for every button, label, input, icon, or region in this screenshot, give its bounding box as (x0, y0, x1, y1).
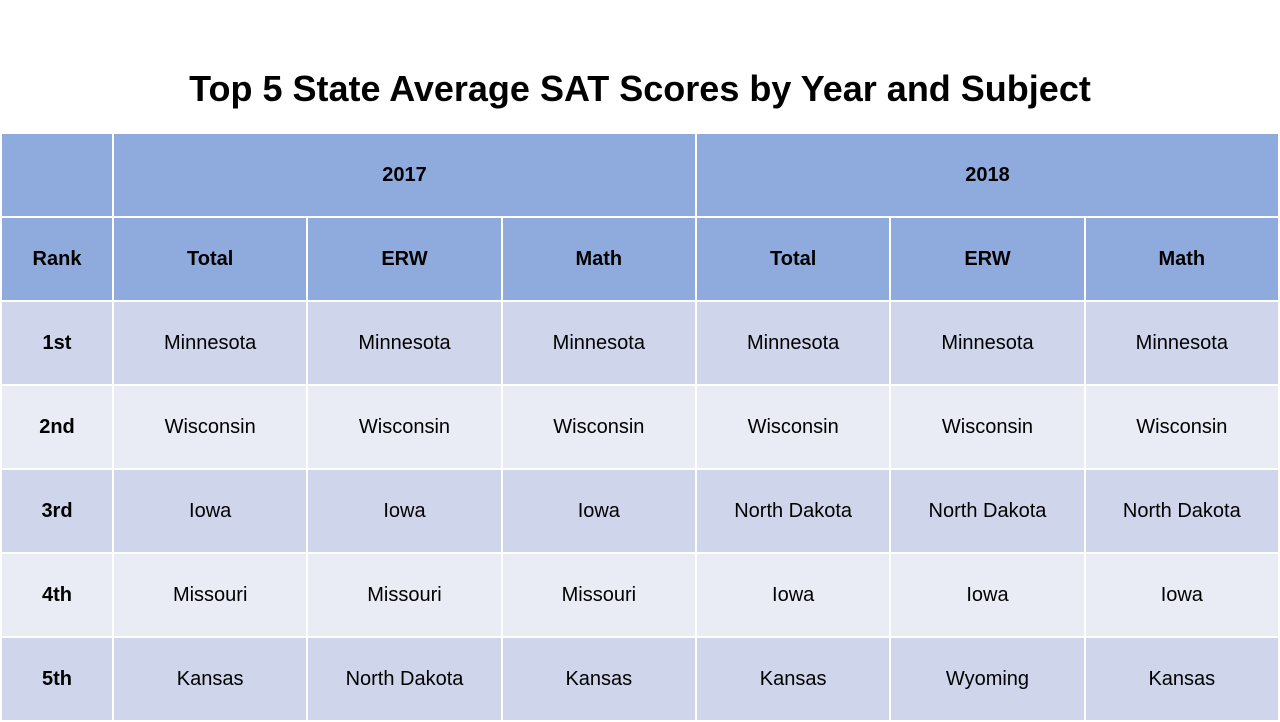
year-header-2018: 2018 (694, 132, 1280, 218)
subject-header: Total (694, 216, 892, 302)
state-cell: North Dakota (694, 468, 892, 554)
rank-header: Rank (0, 216, 114, 302)
state-cell: Iowa (889, 552, 1086, 638)
year-header-2017: 2017 (112, 132, 697, 218)
state-cell: Missouri (306, 552, 503, 638)
corner-cell (0, 132, 114, 218)
table-row: 1st Minnesota Minnesota Minnesota Minnes… (0, 300, 1280, 386)
page-title: Top 5 State Average SAT Scores by Year a… (189, 68, 1091, 109)
state-cell: Wyoming (889, 636, 1086, 722)
state-cell: North Dakota (1083, 468, 1280, 554)
state-cell: Kansas (694, 636, 892, 722)
state-cell: Minnesota (500, 300, 697, 386)
state-cell: Minnesota (694, 300, 892, 386)
state-cell: Wisconsin (111, 384, 309, 470)
state-cell: Iowa (306, 468, 503, 554)
state-cell: Missouri (111, 552, 309, 638)
rank-cell: 2nd (0, 384, 114, 470)
subject-header-row: Rank Total ERW Math Total ERW Math (0, 216, 1280, 302)
rank-cell: 5th (0, 636, 114, 722)
table-row: 3rd Iowa Iowa Iowa North Dakota North Da… (0, 468, 1280, 554)
state-cell: Wisconsin (500, 384, 697, 470)
state-cell: Wisconsin (889, 384, 1086, 470)
state-cell: Missouri (500, 552, 697, 638)
rank-cell: 1st (0, 300, 114, 386)
state-cell: North Dakota (889, 468, 1086, 554)
rank-cell: 4th (0, 552, 114, 638)
state-cell: Kansas (1083, 636, 1280, 722)
state-cell: Minnesota (111, 300, 309, 386)
rank-cell: 3rd (0, 468, 114, 554)
state-cell: Iowa (1083, 552, 1280, 638)
sat-rankings-table: 2017 2018 Rank Total ERW Math Total ERW … (0, 132, 1280, 722)
state-cell: Iowa (111, 468, 309, 554)
state-cell: Minnesota (306, 300, 503, 386)
subject-header: ERW (306, 216, 503, 302)
state-cell: North Dakota (306, 636, 503, 722)
table-row: 5th Kansas North Dakota Kansas Kansas Wy… (0, 636, 1280, 722)
state-cell: Iowa (694, 552, 892, 638)
table-row: 4th Missouri Missouri Missouri Iowa Iowa… (0, 552, 1280, 638)
subject-header: Math (500, 216, 697, 302)
table-row: 2nd Wisconsin Wisconsin Wisconsin Wiscon… (0, 384, 1280, 470)
state-cell: Iowa (500, 468, 697, 554)
subject-header: ERW (889, 216, 1086, 302)
state-cell: Kansas (500, 636, 697, 722)
state-cell: Kansas (111, 636, 309, 722)
subject-header: Math (1083, 216, 1280, 302)
state-cell: Minnesota (1083, 300, 1280, 386)
state-cell: Minnesota (889, 300, 1086, 386)
state-cell: Wisconsin (694, 384, 892, 470)
state-cell: Wisconsin (1083, 384, 1280, 470)
subject-header: Total (111, 216, 309, 302)
year-header-row: 2017 2018 (0, 132, 1280, 218)
state-cell: Wisconsin (306, 384, 503, 470)
